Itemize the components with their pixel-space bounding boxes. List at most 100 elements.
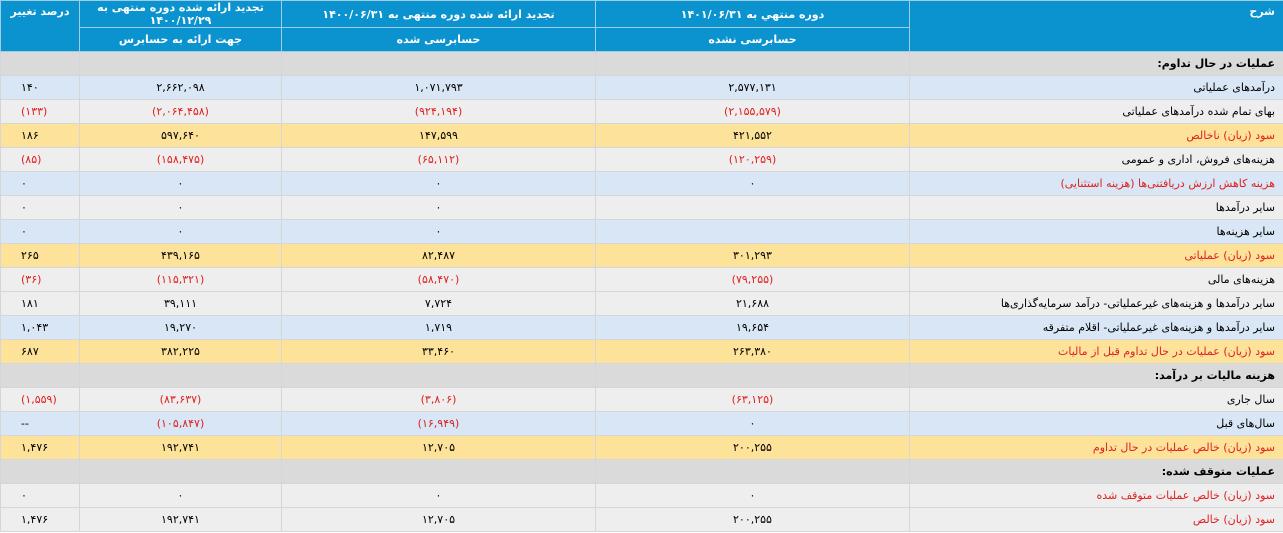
- value-period-prev: ۰: [281, 219, 596, 244]
- value-period-current: ۲۰۰,۲۵۵: [595, 507, 910, 532]
- value-period-year: [79, 51, 282, 76]
- value-percent-change: ۰: [0, 219, 80, 244]
- value-period-year: ۱۹,۲۷۰: [79, 315, 282, 340]
- row-description: درآمدهای عملیاتی: [909, 75, 1283, 100]
- table-row: هزینه‌های فروش، اداری و عمومی (۱۲۰,۲۵۹) (۶…: [0, 147, 1283, 172]
- row-description: سود (زیان) خالص عملیات متوقف شده: [909, 483, 1283, 508]
- row-description: سایر درآمدها و هزینه‌های غیرعملیاتی- اقل…: [909, 315, 1283, 340]
- value-period-year: (۱۰۵,۸۴۷): [79, 411, 282, 436]
- table-row: سود (زیان) خالص عملیات متوقف شده ۰ ۰ ۰ ۰: [0, 483, 1283, 508]
- value-period-prev: ۸۲,۴۸۷: [281, 243, 596, 268]
- value-period-prev: ۱,۰۷۱,۷۹۳: [281, 75, 596, 100]
- value-period-prev: [281, 459, 596, 484]
- table-row: هزینه‌های مالی (۷۹,۲۵۵) (۵۸,۴۷۰) (۱۱۵,۳۲۱)(…: [0, 267, 1283, 292]
- value-period-prev: ۰: [281, 195, 596, 220]
- value-period-current: [595, 195, 910, 220]
- section-row: عملیات متوقف شده:: [0, 459, 1283, 484]
- value-percent-change: ۱,۴۷۶: [0, 435, 80, 460]
- value-percent-change: ۰: [0, 483, 80, 508]
- value-period-current: [595, 219, 910, 244]
- value-percent-change: ۱,۰۴۳: [0, 315, 80, 340]
- value-period-year: ۰: [79, 195, 282, 220]
- value-percent-change: ۱۸۶: [0, 123, 80, 148]
- value-period-current: (۲,۱۵۵,۵۷۹): [595, 99, 910, 124]
- header-percent-change: درصد تغییر: [0, 0, 80, 52]
- header-description: شرح: [909, 0, 1283, 52]
- row-description: سایر هزینه‌ها: [909, 219, 1283, 244]
- value-percent-change: (۸۵): [0, 147, 80, 172]
- value-period-prev: [281, 51, 596, 76]
- value-period-prev: [281, 363, 596, 388]
- value-period-current: ۴۲۱,۵۵۲: [595, 123, 910, 148]
- value-period-current: ۲۶۳,۳۸۰: [595, 339, 910, 364]
- row-description: عملیات متوقف شده:: [909, 459, 1283, 484]
- row-description: سود (زیان) عملیات در حال تداوم قبل از ما…: [909, 339, 1283, 364]
- value-period-year: ۲,۶۶۲,۰۹۸: [79, 75, 282, 100]
- value-period-current: ۳۰۱,۲۹۳: [595, 243, 910, 268]
- value-period-prev: ۱۴۷,۵۹۹: [281, 123, 596, 148]
- table-row: سود (زیان) ناخالص ۴۲۱,۵۵۲ ۱۴۷,۵۹۹ ۵۹۷,۶۴۰ ۱۸…: [0, 123, 1283, 148]
- header-period-prev: تجدید ارائه شده دوره منتهی به ۱۴۰۰/۰۶/۳۱: [281, 0, 596, 28]
- value-period-prev: ۷,۷۲۴: [281, 291, 596, 316]
- value-period-year: ۴۳۹,۱۶۵: [79, 243, 282, 268]
- row-description: هزینه‌های فروش، اداری و عمومی: [909, 147, 1283, 172]
- row-description: سود (زیان) عملیاتی: [909, 243, 1283, 268]
- value-period-year: ۱۹۲,۷۴۱: [79, 507, 282, 532]
- value-percent-change: [0, 459, 80, 484]
- value-percent-change: ۱۴۰: [0, 75, 80, 100]
- value-period-prev: ۱۲,۷۰۵: [281, 435, 596, 460]
- table-row: سایر درآمدها و هزینه‌های غیرعملیاتی- اقل…: [0, 315, 1283, 340]
- table-header: شرح دوره منتهي به ۱۴۰۱/۰۶/۳۱ تجدید ارائه…: [0, 0, 1283, 52]
- value-period-prev: (۵۸,۴۷۰): [281, 267, 596, 292]
- row-description: سود (زیان) خالص: [909, 507, 1283, 532]
- table-body: عملیات در حال تداوم: درآمدهای عملیاتی ۲,۵۷…: [0, 51, 1283, 532]
- header-period-year: تجدید ارائه شده دوره منتهی به ۱۴۰۰/۱۲/۲۹: [79, 0, 282, 28]
- row-description: عملیات در حال تداوم:: [909, 51, 1283, 76]
- value-percent-change: (۳۶): [0, 267, 80, 292]
- value-period-current: (۱۲۰,۲۵۹): [595, 147, 910, 172]
- value-percent-change: ۲۶۵: [0, 243, 80, 268]
- value-period-current: (۷۹,۲۵۵): [595, 267, 910, 292]
- value-period-year: (۲,۰۶۴,۴۵۸): [79, 99, 282, 124]
- table-row: سود (زیان) خالص ۲۰۰,۲۵۵ ۱۲,۷۰۵ ۱۹۲,۷۴۱ ۱,۴۷۶: [0, 507, 1283, 532]
- value-period-current: [595, 363, 910, 388]
- value-period-prev: (۹۲۴,۱۹۴): [281, 99, 596, 124]
- value-period-current: ۰: [595, 411, 910, 436]
- value-percent-change: ۶۸۷: [0, 339, 80, 364]
- header-period-current-sub: حسابرسی نشده: [595, 27, 910, 52]
- value-period-current: ۲۰۰,۲۵۵: [595, 435, 910, 460]
- table-row: سایر هزینه‌ها ۰ ۰ ۰: [0, 219, 1283, 244]
- value-period-year: ۰: [79, 219, 282, 244]
- value-percent-change: (۱,۵۵۹): [0, 387, 80, 412]
- table-row: سایر درآمدها و هزینه‌های غیرعملیاتی- درآ…: [0, 291, 1283, 316]
- value-period-current: [595, 51, 910, 76]
- value-percent-change: ۰: [0, 171, 80, 196]
- table-row: سال‌های قبل ۰ (۱۶,۹۴۹) (۱۰۵,۸۴۷) --: [0, 411, 1283, 436]
- value-period-year: ۳۹,۱۱۱: [79, 291, 282, 316]
- value-period-prev: ۰: [281, 171, 596, 196]
- value-period-year: ۰: [79, 171, 282, 196]
- row-description: هزینه کاهش ارزش دریافتنی‌ها (هزینه استثن…: [909, 171, 1283, 196]
- value-period-year: (۸۳,۶۳۷): [79, 387, 282, 412]
- value-period-current: ۲۱,۶۸۸: [595, 291, 910, 316]
- row-description: سایر درآمدها و هزینه‌های غیرعملیاتی- درآ…: [909, 291, 1283, 316]
- row-description: سود (زیان) خالص عملیات در حال تداوم: [909, 435, 1283, 460]
- value-period-current: ۱۹,۶۵۴: [595, 315, 910, 340]
- value-period-prev: ۱۲,۷۰۵: [281, 507, 596, 532]
- row-description: هزینه‌های مالی: [909, 267, 1283, 292]
- header-period-prev-sub: حسابرسی شده: [281, 27, 596, 52]
- value-period-current: ۲,۵۷۷,۱۳۱: [595, 75, 910, 100]
- value-period-current: [595, 459, 910, 484]
- table-row: سود (زیان) عملیات در حال تداوم قبل از ما…: [0, 339, 1283, 364]
- row-description: هزینه مالیات بر درآمد:: [909, 363, 1283, 388]
- value-period-year: (۱۱۵,۳۲۱): [79, 267, 282, 292]
- value-period-current: ۰: [595, 171, 910, 196]
- table-row: سود (زیان) خالص عملیات در حال تداوم ۲۰۰,۲…: [0, 435, 1283, 460]
- value-period-year: ۰: [79, 483, 282, 508]
- value-period-year: [79, 363, 282, 388]
- value-percent-change: ۱۸۱: [0, 291, 80, 316]
- section-row: عملیات در حال تداوم:: [0, 51, 1283, 76]
- value-period-current: (۶۳,۱۲۵): [595, 387, 910, 412]
- row-description: بهای تمام شده درآمدهای عملیاتی: [909, 99, 1283, 124]
